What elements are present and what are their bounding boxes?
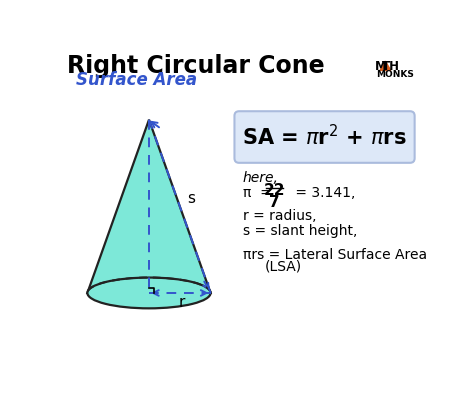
Text: SA = $\pi$r$^2$ + $\pi$rs: SA = $\pi$r$^2$ + $\pi$rs	[242, 123, 407, 149]
Text: r: r	[178, 295, 184, 310]
Text: s = slant height,: s = slant height,	[243, 224, 357, 239]
Text: π  =: π =	[243, 186, 272, 200]
Text: Surface Area: Surface Area	[76, 71, 197, 89]
Text: r = radius,: r = radius,	[243, 209, 317, 223]
Text: (LSA): (LSA)	[264, 260, 301, 274]
Text: = 3.141,: = 3.141,	[292, 186, 356, 200]
Text: M: M	[374, 60, 386, 74]
FancyBboxPatch shape	[235, 111, 415, 163]
Text: Right Circular Cone: Right Circular Cone	[66, 54, 324, 78]
Text: MONKS: MONKS	[376, 71, 414, 79]
Text: s: s	[188, 191, 195, 206]
Polygon shape	[380, 61, 391, 71]
Text: 7: 7	[269, 195, 280, 210]
Text: πrs = Lateral Surface Area: πrs = Lateral Surface Area	[243, 248, 427, 262]
Text: TH: TH	[382, 60, 400, 74]
Ellipse shape	[87, 278, 210, 308]
Text: 22: 22	[264, 183, 285, 198]
Polygon shape	[87, 120, 210, 293]
Text: here,: here,	[243, 171, 279, 184]
